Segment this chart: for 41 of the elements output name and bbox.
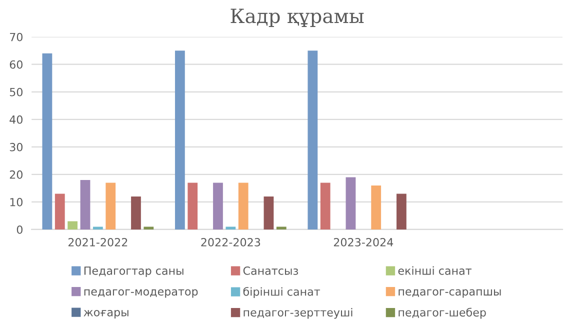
legend-label: Педагогтар саны — [84, 266, 184, 278]
legend-label: екінші санат — [398, 266, 472, 275]
chart-title: Кадр құрамы — [230, 8, 364, 28]
legend-label: педагог-модератор — [84, 289, 198, 298]
bar — [371, 185, 382, 230]
bar — [213, 182, 223, 230]
bar — [264, 196, 274, 230]
y-tick-label: 20 — [10, 170, 22, 179]
x-tick-label: 2022-2023 — [201, 238, 260, 246]
legend-label: жоғары — [84, 310, 128, 319]
legend-label: педагог-сарапшы — [398, 289, 501, 298]
bar — [54, 194, 65, 230]
legend-label: бірінші санат — [243, 287, 320, 298]
bar — [68, 221, 78, 230]
y-tick-label: 50 — [10, 88, 22, 96]
bar — [276, 226, 286, 230]
legend-label: Санатсыз — [243, 266, 298, 275]
bar — [131, 196, 141, 230]
y-tick-label: 70 — [10, 32, 22, 42]
x-tick-label: 2023-2024 — [334, 238, 394, 246]
bar — [92, 226, 103, 230]
legend-label: педагог-шебер — [398, 308, 486, 319]
legend-label: педагог-зерттеуші — [244, 308, 352, 319]
bar — [188, 182, 198, 230]
bar — [396, 194, 406, 230]
y-tick-label: 10 — [10, 198, 22, 206]
bar — [80, 180, 90, 230]
bar — [308, 50, 318, 230]
y-tick-label: 40 — [10, 115, 22, 124]
y-tick-label: 60 — [10, 60, 22, 69]
y-tick-label: 30 — [10, 142, 22, 152]
x-tick-label: 2021-2022 — [68, 238, 128, 246]
bar — [174, 50, 185, 230]
y-tick-label: 0 — [16, 225, 22, 234]
bar — [144, 226, 154, 230]
bar — [346, 177, 356, 230]
bar — [42, 53, 52, 230]
bar — [226, 226, 236, 230]
bar — [320, 182, 330, 230]
bar — [238, 182, 248, 230]
bar — [106, 182, 116, 230]
